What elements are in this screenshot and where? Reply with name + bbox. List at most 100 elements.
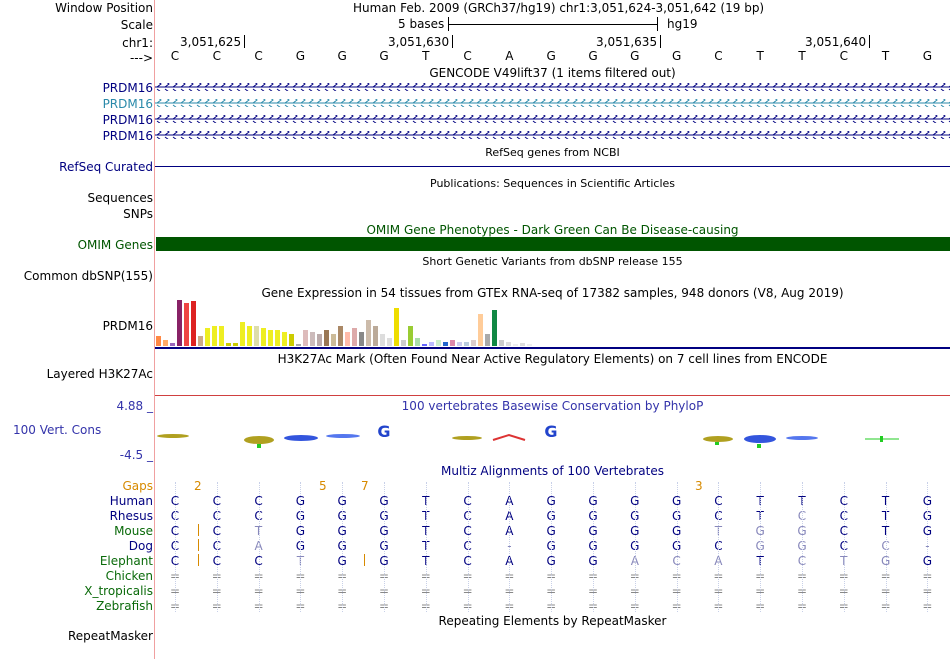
gtex-tissue-bar[interactable]: [289, 334, 294, 346]
base-3: C: [254, 49, 263, 63]
species-label-zebrafish[interactable]: Zebrafish: [96, 599, 153, 613]
gtex-tissue-bar[interactable]: [380, 334, 385, 346]
gtex-expression-bars[interactable]: [155, 299, 535, 346]
gtex-tissue-bar[interactable]: [366, 320, 371, 346]
aligned-base: C: [839, 524, 848, 538]
base-19: G: [922, 49, 933, 63]
gtex-tissue-bar[interactable]: [254, 326, 259, 346]
gencode-item-3[interactable]: PRDM16: [102, 113, 153, 127]
gencode-item-4[interactable]: PRDM16: [102, 129, 153, 143]
gtex-tissue-bar[interactable]: [226, 343, 231, 346]
grid-line: [467, 482, 469, 612]
species-label-mouse[interactable]: Mouse: [114, 524, 153, 538]
gtex-tissue-bar[interactable]: [212, 326, 217, 346]
grid-line: [175, 482, 176, 612]
gtex-tissue-bar[interactable]: [499, 340, 504, 346]
gtex-tissue-bar[interactable]: [450, 340, 455, 346]
coord-tick-3: 3,051,635: [596, 35, 662, 49]
h3k27-signal-line[interactable]: [155, 395, 950, 396]
gtex-tissue-bar[interactable]: [170, 343, 175, 346]
grid-line: [802, 482, 803, 612]
gtex-tissue-bar[interactable]: [184, 303, 189, 346]
gtex-tissue-bar[interactable]: [373, 326, 378, 346]
gtex-tissue-bar[interactable]: [331, 334, 336, 346]
gtex-tissue-bar[interactable]: [219, 326, 224, 346]
gtex-tissue-bar[interactable]: [324, 330, 329, 346]
gtex-tissue-bar[interactable]: [345, 332, 350, 346]
species-label-rhesus[interactable]: Rhesus: [109, 509, 153, 523]
gtex-tissue-bar[interactable]: [310, 332, 315, 346]
gencode-transcripts[interactable]: [155, 80, 950, 144]
omim-label[interactable]: OMIM Genes: [77, 238, 153, 252]
gtex-tissue-bar[interactable]: [359, 332, 364, 346]
gtex-tissue-bar[interactable]: [163, 340, 168, 346]
gtex-tissue-bar[interactable]: [247, 326, 252, 346]
gtex-tissue-bar[interactable]: [261, 328, 266, 346]
base-8: C: [463, 49, 472, 63]
gtex-tissue-bar[interactable]: [338, 326, 343, 346]
grid-line: [885, 482, 887, 612]
gtex-tissue-bar[interactable]: [268, 330, 273, 346]
gtex-tissue-bar[interactable]: [394, 308, 399, 346]
species-label-human[interactable]: Human: [109, 494, 153, 508]
gaps-label: Gaps: [122, 479, 153, 493]
gap-number-4: 3: [695, 479, 703, 493]
gtex-tissue-bar[interactable]: [198, 336, 203, 346]
gtex-tissue-bar[interactable]: [527, 344, 532, 346]
aligned-base: C: [714, 494, 723, 508]
gtex-tissue-bar[interactable]: [457, 342, 462, 346]
refseq-label[interactable]: RefSeq Curated: [59, 160, 153, 174]
gencode-item-1[interactable]: PRDM16: [102, 81, 153, 95]
gtex-tissue-bar[interactable]: [233, 343, 238, 346]
gtex-tissue-bar[interactable]: [436, 340, 441, 346]
gtex-tissue-bar[interactable]: [317, 334, 322, 346]
species-label-dog[interactable]: Dog: [128, 539, 153, 553]
grid-line: [425, 482, 427, 612]
gtex-tissue-bar[interactable]: [401, 340, 406, 346]
gtex-tissue-bar[interactable]: [205, 328, 210, 346]
insertion-marker: [198, 554, 199, 566]
species-label-chicken[interactable]: Chicken: [105, 569, 153, 583]
dbsnp-label[interactable]: Common dbSNP(155): [23, 269, 153, 283]
snps-label[interactable]: SNPs: [123, 207, 153, 221]
gtex-tissue-bar[interactable]: [492, 310, 497, 346]
grid-line: [676, 482, 678, 612]
gtex-tissue-bar[interactable]: [191, 301, 196, 346]
conservation-logo[interactable]: G G: [155, 420, 950, 450]
cons-label[interactable]: 100 Vert. Cons: [13, 423, 102, 437]
h3k27-label[interactable]: Layered H3K27Ac: [46, 367, 153, 381]
gtex-tissue-bar[interactable]: [422, 344, 427, 346]
gtex-tissue-bar[interactable]: [296, 344, 301, 346]
gtex-tissue-bar[interactable]: [485, 334, 490, 346]
gtex-tissue-bar[interactable]: [429, 342, 434, 346]
refseq-gene-line[interactable]: [155, 166, 950, 167]
gtex-tissue-bar[interactable]: [520, 343, 525, 346]
repeat-label[interactable]: RepeatMasker: [67, 629, 153, 643]
gtex-tissue-bar[interactable]: [240, 322, 245, 346]
gencode-item-2[interactable]: PRDM16: [102, 97, 153, 111]
gtex-tissue-bar[interactable]: [415, 338, 420, 346]
grid-line: [760, 482, 762, 612]
aligned-base: C: [797, 554, 807, 568]
gtex-tissue-bar[interactable]: [156, 336, 161, 346]
label-column-border: [154, 0, 155, 659]
gtex-tissue-bar[interactable]: [282, 332, 287, 346]
gtex-tissue-bar[interactable]: [408, 326, 413, 346]
species-label-x_tropicalis[interactable]: X_tropicalis: [84, 584, 153, 598]
gtex-tissue-bar[interactable]: [387, 338, 392, 346]
gtex-tissue-bar[interactable]: [478, 314, 483, 346]
gtex-tissue-bar[interactable]: [275, 330, 280, 346]
gtex-tissue-bar[interactable]: [443, 342, 448, 346]
omim-phenotype-bar[interactable]: [156, 237, 950, 251]
gtex-tissue-bar[interactable]: [506, 342, 511, 346]
gtex-tissue-bar[interactable]: [303, 330, 308, 346]
gtex-tissue-bar[interactable]: [513, 344, 518, 346]
species-label-elephant[interactable]: Elephant: [99, 554, 153, 568]
sequences-label[interactable]: Sequences: [87, 191, 153, 205]
gtex-tissue-bar[interactable]: [464, 342, 469, 346]
gtex-tissue-bar[interactable]: [177, 300, 182, 346]
gtex-baseline: [155, 347, 950, 349]
gtex-label[interactable]: PRDM16: [102, 319, 153, 333]
gtex-tissue-bar[interactable]: [471, 340, 476, 346]
gtex-tissue-bar[interactable]: [352, 328, 357, 346]
